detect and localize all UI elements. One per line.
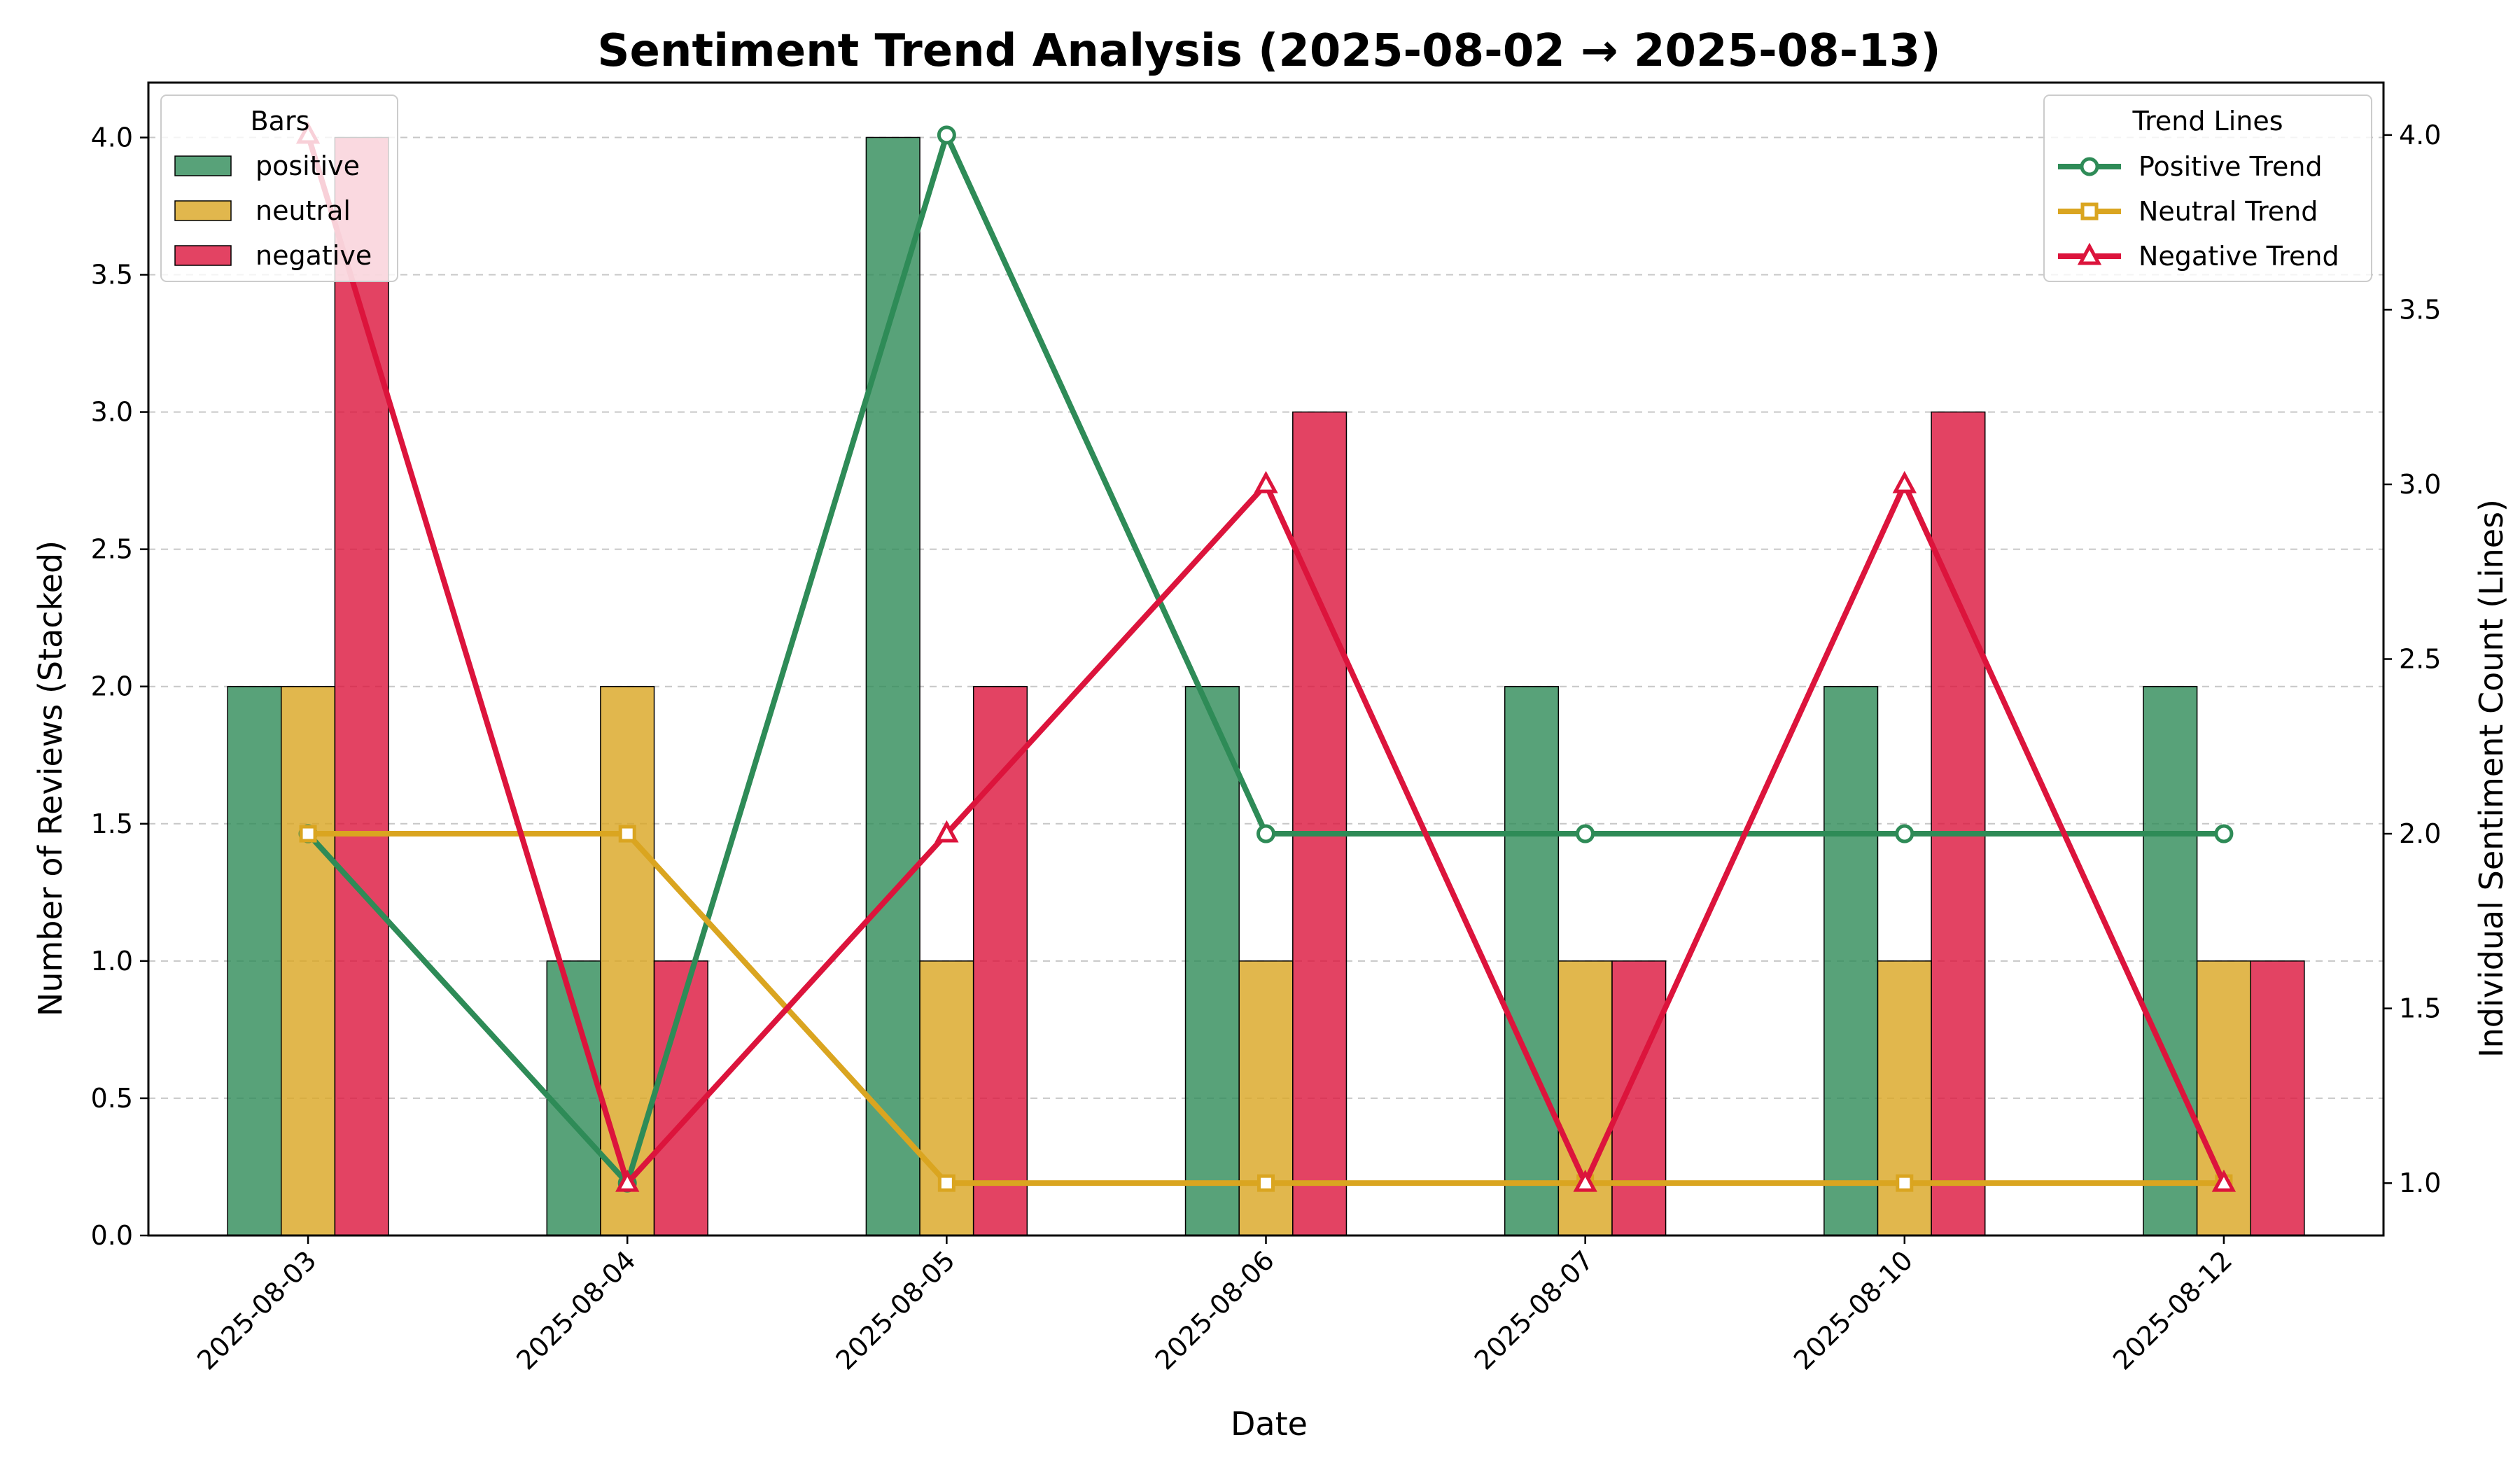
x-tick-label: 2025-08-05 <box>830 1245 960 1376</box>
trend-point-triangle <box>615 1169 640 1192</box>
y2-tick-label: 1.0 <box>2399 1168 2441 1198</box>
trend-point-circle <box>937 125 956 145</box>
bar-legend-label: positive <box>255 150 360 181</box>
y-tick-label: 0.5 <box>91 1083 133 1114</box>
bar-legend-swatch <box>174 245 232 266</box>
bar-legend-swatch <box>174 200 232 221</box>
y2-tick-label: 3.0 <box>2399 469 2441 500</box>
y2-tick-label: 2.5 <box>2399 644 2441 675</box>
y-tick-label: 1.0 <box>91 946 133 976</box>
bar-negative <box>1611 960 1667 1236</box>
y2-tick-label: 3.5 <box>2399 294 2441 325</box>
bar-neutral <box>1238 960 1294 1236</box>
trend-point-square <box>618 825 636 843</box>
bar-negative <box>1931 411 1986 1236</box>
x-tick-label: 2025-08-04 <box>510 1245 641 1376</box>
line-legend-title: Trend Lines <box>2132 106 2283 136</box>
line-legend-box <box>2043 94 2372 282</box>
bar-positive <box>1504 685 1560 1236</box>
bar-legend-title: Bars <box>251 106 310 136</box>
y2-tick-label: 1.5 <box>2399 993 2441 1024</box>
bar-negative <box>2250 960 2305 1236</box>
x-tick-label: 2025-08-03 <box>191 1245 322 1376</box>
trend-point-square <box>299 825 317 843</box>
bar-positive <box>1823 685 1879 1236</box>
bar-legend-label: negative <box>255 240 372 271</box>
bar-legend-box <box>160 94 398 282</box>
line-legend-marker <box>2080 202 2099 220</box>
y-tick-label: 2.0 <box>91 671 133 702</box>
trend-point-square <box>1257 1174 1275 1192</box>
y-tick-label: 0.0 <box>91 1220 133 1251</box>
bar-positive <box>1184 685 1240 1236</box>
trend-point-circle <box>2214 824 2234 844</box>
bars-layer <box>227 136 2305 1236</box>
bar-neutral <box>281 685 336 1236</box>
x-tick-label: 2025-08-10 <box>1788 1245 1919 1376</box>
trend-point-circle <box>1895 824 1914 844</box>
line-legend-label: Neutral Trend <box>2138 196 2318 227</box>
bar-neutral <box>1558 960 1613 1236</box>
y-tick-label: 2.5 <box>91 534 133 565</box>
trend-point-triangle <box>2211 1169 2236 1192</box>
y-tick-label: 3.5 <box>91 260 133 290</box>
x-tick-label: 2025-08-07 <box>1469 1245 1600 1376</box>
y-tick-label: 1.5 <box>91 808 133 839</box>
line-legend-marker <box>2080 157 2099 176</box>
y-axis-label: Number of Reviews (Stacked) <box>31 540 69 1016</box>
x-tick-label: 2025-08-06 <box>1149 1245 1280 1376</box>
bar-neutral <box>919 960 974 1236</box>
trend-point-triangle <box>1573 1169 1597 1192</box>
trend-point-triangle <box>934 820 959 843</box>
line-legend-label: Negative Trend <box>2138 241 2339 272</box>
bar-positive <box>2143 685 2198 1236</box>
y-tick-label: 3.0 <box>91 397 133 428</box>
trend-point-square <box>1896 1174 1914 1192</box>
bar-neutral <box>1877 960 1932 1236</box>
y2-axis-label: Individual Sentiment Count (Lines) <box>2472 499 2510 1058</box>
y2-tick-label: 4.0 <box>2399 120 2441 150</box>
x-tick-label: 2025-08-12 <box>2107 1245 2238 1376</box>
line-legend-marker <box>2077 242 2102 265</box>
line-legend-label: Positive Trend <box>2138 151 2323 182</box>
bar-neutral <box>600 685 655 1236</box>
chart-title: Sentiment Trend Analysis (2025-08-02 → 2… <box>597 25 1940 77</box>
y-tick-label: 4.0 <box>91 122 133 153</box>
trend-point-circle <box>1256 824 1275 844</box>
legend-layer: Bars positive neutral negative Trend Lines Po… <box>160 94 2372 282</box>
bar-legend-swatch <box>174 155 232 176</box>
trend-point-square <box>937 1174 955 1192</box>
bar-negative <box>972 685 1028 1236</box>
trend-point-triangle <box>1254 470 1278 493</box>
bar-negative <box>1292 411 1348 1236</box>
trend-point-triangle <box>1892 470 1917 493</box>
x-axis-label: Date <box>1231 1405 1308 1443</box>
bar-neutral <box>2196 960 2251 1236</box>
trend-point-circle <box>1576 824 1595 844</box>
y2-tick-label: 2.0 <box>2399 818 2441 849</box>
bar-legend-label: neutral <box>255 195 351 226</box>
bar-positive <box>227 685 282 1236</box>
